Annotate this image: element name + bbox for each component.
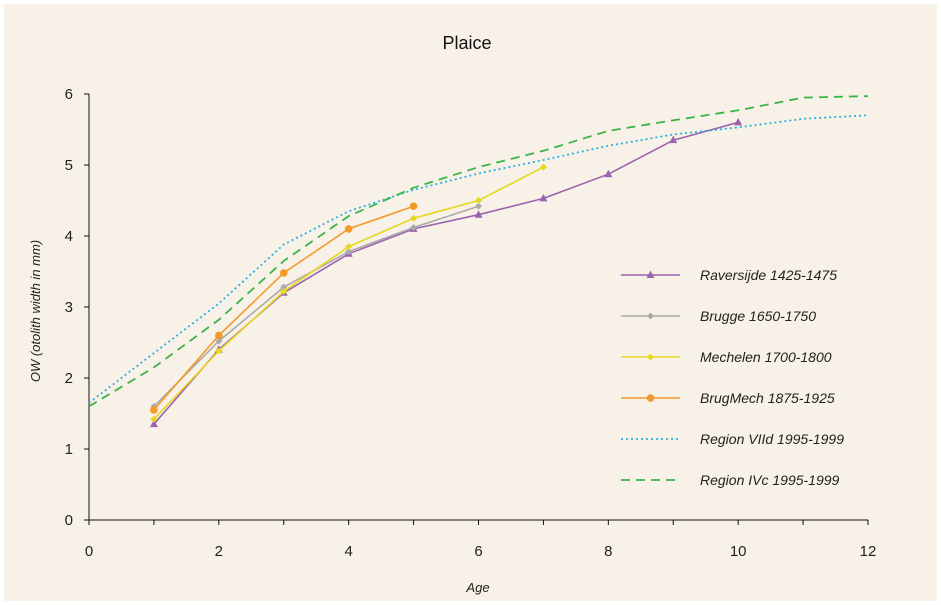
legend-label: Brugge 1650-1750 [700, 308, 816, 324]
chart-frame: Plaice 0 2 4 6 8 10 12 0 1 2 3 4 5 6 Raversijde 1425-… [4, 4, 937, 601]
data-point [215, 347, 223, 355]
series-line [153, 205, 479, 407]
series-line [153, 166, 544, 420]
data-point [475, 197, 482, 204]
data-point [669, 135, 678, 144]
x-tick-label: 10 [730, 543, 747, 560]
data-point [345, 243, 353, 251]
legend-item: Brugge 1650-1750 [621, 308, 816, 324]
data-point [410, 214, 418, 222]
data-point [604, 169, 613, 178]
y-tick-label: 1 [65, 441, 73, 458]
legend-label: BrugMech 1875-1925 [700, 390, 835, 406]
series-6 [88, 95, 869, 408]
legend-label: Raversijde 1425-1475 [700, 267, 837, 283]
legend-item: Mechelen 1700-1800 [621, 349, 832, 365]
data-point [474, 210, 483, 218]
series-4 [150, 202, 418, 414]
legend-label: Region IVc 1995-1999 [700, 472, 840, 488]
series-1 [149, 117, 743, 428]
data-point [344, 225, 353, 233]
data-point [150, 406, 158, 414]
series-line [88, 95, 869, 408]
x-tick-label: 6 [474, 543, 482, 560]
chart-title: Plaice [442, 33, 491, 53]
data-point [280, 283, 288, 291]
data-point [149, 419, 158, 428]
y-tick-label: 2 [65, 370, 73, 387]
legend-swatch-marker [647, 353, 654, 361]
y-axis-title: OW (otolith width in mm) [28, 240, 43, 382]
data-point [475, 202, 482, 210]
data-point [409, 202, 418, 210]
legend-item: Region IVc 1995-1999 [621, 472, 840, 488]
legend: Raversijde 1425-1475 Brugge 1650-1750 Mech… [621, 267, 844, 488]
y-tick-label: 4 [65, 228, 73, 245]
series-3 [150, 163, 547, 423]
x-axis-title: Age [465, 580, 489, 595]
data-point [539, 193, 548, 202]
legend-label: Mechelen 1700-1800 [700, 349, 832, 365]
series-2 [150, 202, 482, 410]
data-point [280, 287, 288, 295]
x-tick-label: 4 [344, 543, 352, 560]
data-point [345, 248, 353, 256]
x-tick-label: 8 [604, 543, 612, 560]
legend-swatch-marker [646, 394, 655, 402]
data-point [539, 163, 547, 171]
legend-label: Region VIId 1995-1999 [700, 431, 844, 447]
legend-item: BrugMech 1875-1925 [621, 390, 835, 406]
x-tick-label: 12 [860, 543, 877, 560]
data-point [215, 337, 223, 345]
data-point [279, 269, 288, 277]
y-tick-label: 0 [65, 512, 73, 529]
data-point [410, 223, 418, 231]
data-point [150, 415, 158, 423]
legend-swatch-marker [646, 270, 655, 278]
y-tick-label: 5 [65, 157, 73, 174]
series-layer [88, 95, 869, 428]
data-point [734, 117, 743, 126]
legend-swatch-marker [647, 312, 654, 320]
legend-item: Raversijde 1425-1475 [621, 267, 837, 283]
x-tick-label: 0 [85, 543, 93, 560]
data-point [215, 331, 223, 340]
legend-item: Region VIId 1995-1999 [621, 431, 844, 447]
x-tick-label: 2 [215, 543, 223, 560]
y-tick-label: 6 [65, 86, 73, 103]
y-tick-label: 3 [65, 299, 73, 316]
